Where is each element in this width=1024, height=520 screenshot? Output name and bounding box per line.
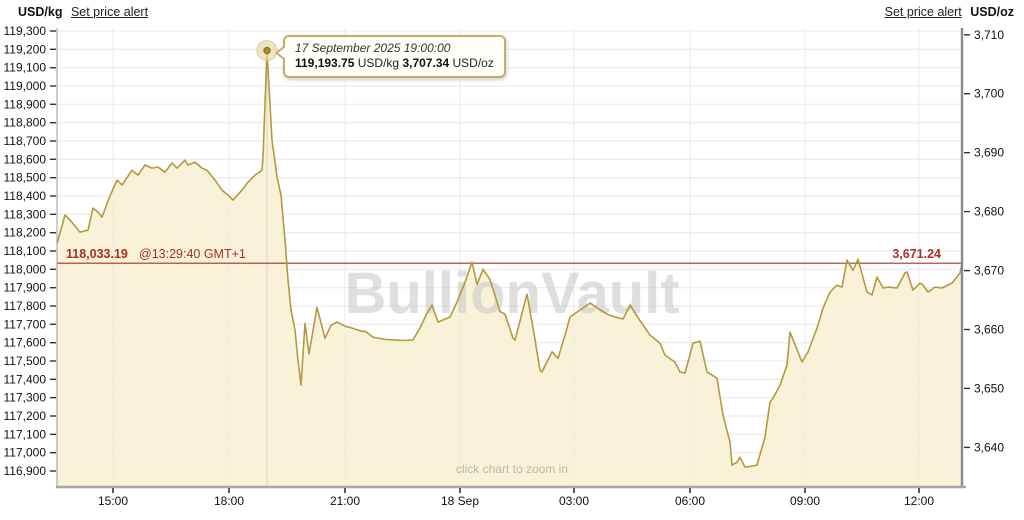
y-left-label: 118,900	[4, 97, 47, 111]
x-tick-label: 06:00	[675, 494, 705, 508]
y-left-label: 116,900	[4, 464, 47, 478]
y-left-label: 118,100	[4, 244, 47, 258]
price-area-fill	[57, 50, 962, 487]
y-axis-right: 3,710 3,700 3,690 3,680 3,670 3,660 3,650 3,640	[964, 28, 1004, 454]
x-tick-label: 09:00	[790, 494, 820, 508]
y-left-label: 117,000	[4, 446, 47, 460]
y-left-label: 118,200	[4, 226, 47, 240]
y-right-label: 3,700	[974, 87, 1004, 101]
chart-tooltip: 17 September 2025 19:00:00 119,193.75 US…	[275, 35, 506, 78]
y-left-label: 117,400	[4, 372, 47, 386]
y-left-label: 118,300	[4, 207, 47, 221]
tooltip-oz-unit: USD/oz	[452, 56, 494, 70]
tooltip-kg-unit: USD/kg	[357, 56, 400, 70]
latest-price-time-label: @13:29:40 GMT+1	[139, 247, 246, 261]
x-tick-label: 12:00	[904, 494, 934, 508]
y-left-label: 117,500	[4, 354, 47, 368]
y-right-label: 3,640	[974, 440, 1004, 454]
chart-plot-area[interactable]	[57, 28, 962, 487]
y-left-label: 118,000	[4, 262, 47, 276]
y-left-label: 117,200	[4, 409, 47, 423]
y-right-label: 3,660	[974, 323, 1004, 337]
y-left-label: 118,800	[4, 116, 47, 130]
y-right-label: 3,710	[974, 28, 1004, 42]
price-line-series	[56, 49, 963, 468]
y-left-label: 119,200	[4, 42, 47, 56]
v-gridlines	[112, 28, 920, 487]
watermark: BullionVault	[344, 261, 679, 326]
y-right-label: 3,680	[974, 205, 1004, 219]
y-left-label: 119,300	[4, 24, 47, 38]
x-tick-label: 18 Sep	[441, 494, 479, 508]
y-right-label: 3,690	[974, 146, 1004, 160]
y-left-label: 118,500	[4, 171, 47, 185]
y-left-label: 117,900	[4, 281, 47, 295]
y-left-label: 117,600	[4, 336, 47, 350]
y-left-label: 119,100	[4, 61, 47, 75]
set-price-alert-link-left[interactable]: Set price alert	[70, 5, 149, 19]
y-right-label: 3,670	[974, 264, 1004, 278]
x-tick-label: 21:00	[330, 494, 360, 508]
x-tick-label: 15:00	[98, 494, 128, 508]
latest-price-oz-label: 3,671.24	[892, 247, 941, 261]
tooltip-values: 119,193.75 USD/kg 3,707.34 USD/oz	[295, 56, 494, 71]
y-left-label: 119,000	[4, 79, 47, 93]
y-left-label: 118,400	[4, 189, 47, 203]
latest-price-kg-label: 118,033.19	[66, 247, 128, 261]
y-axis-left: 119,300 119,200 119,100 119,000 118,900 118,8…	[4, 24, 56, 478]
y-left-label: 118,700	[4, 134, 47, 148]
zoom-hint: click chart to zoom in	[455, 462, 569, 476]
hover-marker-dot	[263, 46, 271, 55]
y-left-label: 117,700	[4, 317, 47, 331]
y-left-label: 117,100	[4, 427, 47, 441]
set-price-alert-link-right[interactable]: Set price alert	[884, 5, 962, 19]
tooltip-arrow-icon-inner	[278, 46, 287, 60]
left-unit-label: USD/kg	[18, 5, 63, 19]
x-tick-label: 03:00	[559, 494, 589, 508]
axes	[56, 28, 966, 489]
y-left-label: 118,600	[4, 152, 47, 166]
x-tick-label: 18:00	[214, 494, 244, 508]
tooltip-oz-value: 3,707.34	[402, 56, 450, 70]
y-left-label: 117,300	[4, 391, 47, 405]
tooltip-datetime: 17 September 2025 19:00:00	[295, 41, 451, 55]
header-right: Set price alert USD/oz	[880, 5, 1014, 19]
x-axis: 15:00 18:00 21:00 18 Sep 03:00 06:00 09:00 12:0…	[98, 488, 934, 508]
right-unit-label: USD/oz	[970, 5, 1014, 19]
y-left-label: 117,800	[4, 299, 47, 313]
y-right-label: 3,650	[974, 381, 1004, 395]
header-left: USD/kg Set price alert	[18, 5, 153, 19]
tooltip-kg-value: 119,193.75	[295, 56, 355, 70]
